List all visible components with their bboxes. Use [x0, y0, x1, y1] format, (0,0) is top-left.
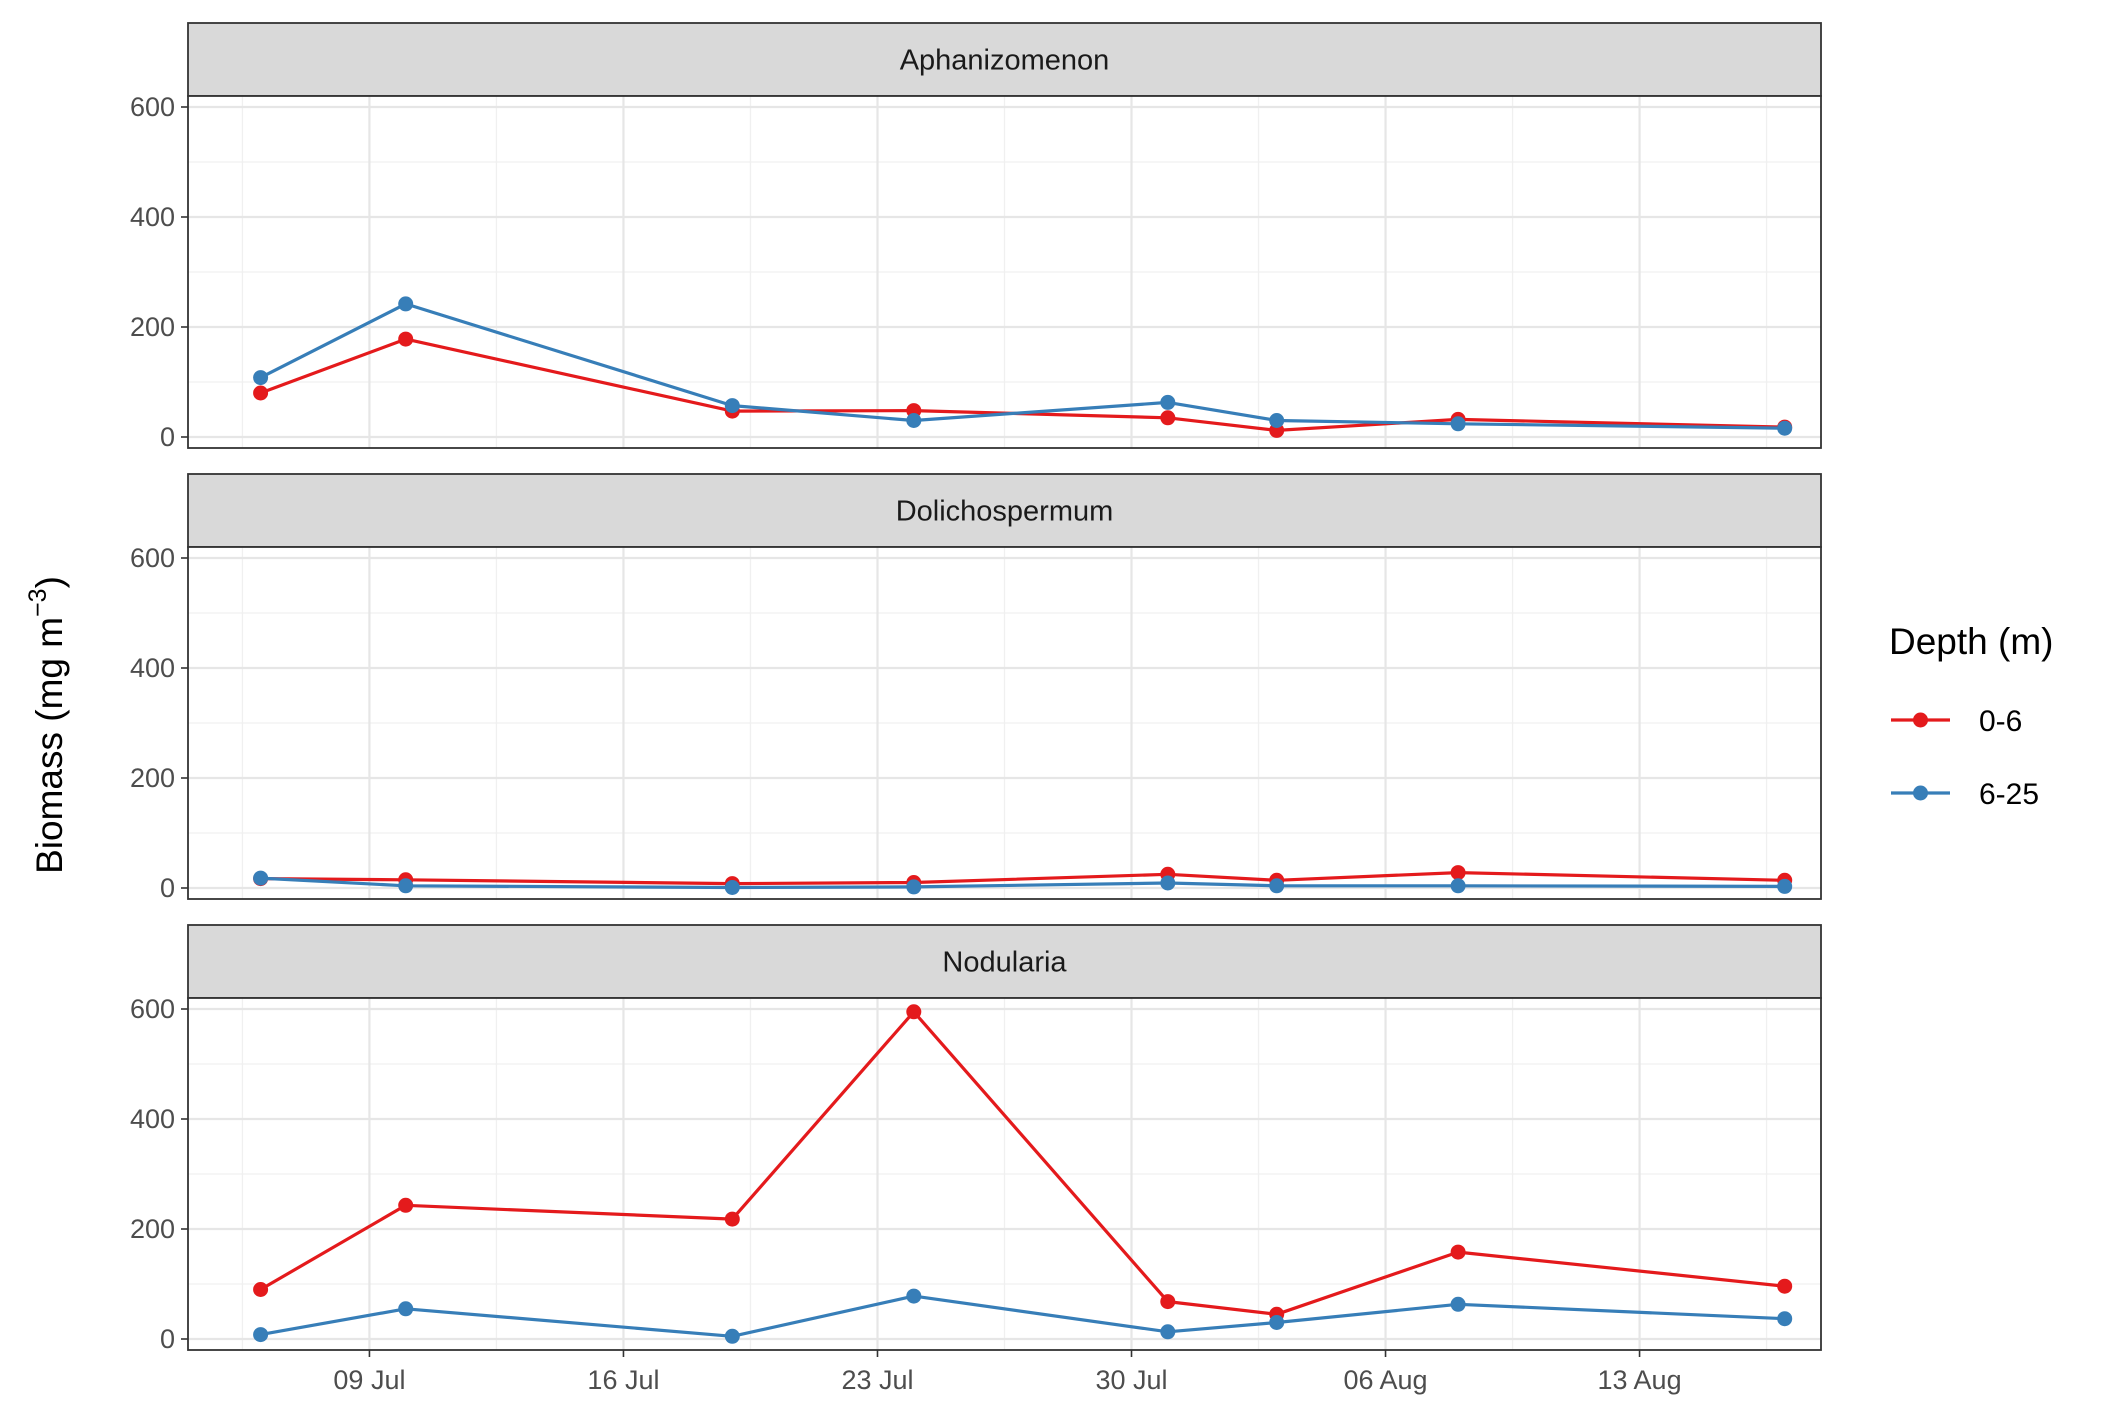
x-axis: 09 Jul 16 Jul 23 Jul 30 Jul 06 Aug 13 Aug [333, 1350, 1682, 1395]
y-tick-label: 0 [160, 873, 175, 903]
data-point [1160, 410, 1176, 426]
facet-strip-label: Aphanizomenon [900, 45, 1110, 77]
data-point [1450, 878, 1466, 894]
panel-border [187, 997, 1822, 1351]
series-line [259, 302, 1785, 430]
data-point [1450, 416, 1466, 432]
series-line [260, 1294, 1785, 1338]
data-point [1777, 878, 1793, 894]
y-tick-label: 200 [130, 763, 175, 793]
data-point [724, 398, 740, 414]
data-point [1777, 1278, 1793, 1294]
legend-label: 0-6 [1979, 705, 2022, 738]
legend-title: Depth (m) [1889, 621, 2053, 662]
legend: Depth (m) 0-6 6-25 [1889, 621, 2053, 811]
x-tick-label: 16 Jul [587, 1365, 659, 1395]
data-point [906, 879, 922, 895]
y-tick-label: 600 [130, 994, 175, 1024]
data-point [1450, 1296, 1466, 1312]
data-point [906, 413, 922, 428]
facet-panel: Nodularia 0 200 400 600 [130, 924, 1822, 1354]
data-point [398, 296, 414, 312]
data-point [1269, 1315, 1285, 1330]
series-line [260, 337, 1785, 432]
data-point [724, 1211, 740, 1227]
series-line [260, 870, 1785, 886]
data-point [1450, 865, 1466, 881]
data-point [253, 1327, 269, 1343]
data-point [906, 1288, 922, 1304]
data-point [1269, 413, 1285, 428]
legend-key-point [1913, 712, 1928, 728]
facet-strip [187, 473, 1822, 548]
series-line [260, 876, 1785, 890]
data-point [398, 331, 414, 347]
data-point [398, 1197, 414, 1213]
series-line [259, 1010, 1785, 1316]
y-tick-label: 200 [130, 312, 175, 342]
panel-border [187, 95, 1822, 449]
panel-border [187, 546, 1822, 900]
data-point [1160, 875, 1176, 891]
x-tick-label: 06 Aug [1343, 1365, 1427, 1395]
y-axis-title-text: Biomass (mg m−3) [24, 576, 70, 874]
x-tick-label: 23 Jul [841, 1365, 913, 1395]
data-point [724, 1328, 740, 1344]
facet-panels: Aphanizomenon 0 200 400 600 Dolichospermum 0 20… [130, 22, 1822, 1354]
y-tick-label: 400 [130, 202, 175, 232]
data-point [253, 1282, 269, 1297]
data-point [398, 1301, 414, 1317]
data-point [1450, 1244, 1466, 1260]
data-point [1160, 1324, 1176, 1340]
facet-panel: Dolichospermum 0 200 400 600 [130, 473, 1822, 903]
facet-panel: Aphanizomenon 0 200 400 600 [130, 22, 1822, 452]
data-point [1777, 420, 1793, 436]
legend-key-point [1913, 785, 1928, 801]
data-point [253, 370, 269, 386]
facet-strip-label: Nodularia [942, 947, 1067, 979]
x-tick-label: 30 Jul [1095, 1365, 1167, 1395]
legend-label: 6-25 [1979, 778, 2039, 811]
y-tick-label: 600 [130, 92, 175, 122]
y-tick-label: 0 [160, 1324, 175, 1354]
data-point [253, 385, 269, 401]
y-tick-label: 0 [160, 422, 175, 452]
y-axis-title: Biomass (mg m−3) [24, 576, 70, 874]
y-tick-label: 600 [130, 543, 175, 573]
facet-strip [187, 924, 1822, 999]
data-point [906, 1004, 922, 1020]
data-point [724, 880, 740, 895]
x-tick-label: 09 Jul [333, 1365, 405, 1395]
facet-strip [187, 22, 1822, 97]
data-point [398, 878, 414, 894]
data-point [1160, 1294, 1176, 1310]
y-tick-label: 200 [130, 1214, 175, 1244]
data-point [1777, 1311, 1793, 1327]
data-point [253, 870, 269, 886]
x-tick-label: 13 Aug [1598, 1365, 1682, 1395]
y-tick-label: 400 [130, 653, 175, 683]
data-point [1269, 878, 1285, 894]
data-point [1160, 394, 1176, 410]
y-tick-label: 400 [130, 1104, 175, 1134]
facet-strip-label: Dolichospermum [896, 496, 1114, 528]
